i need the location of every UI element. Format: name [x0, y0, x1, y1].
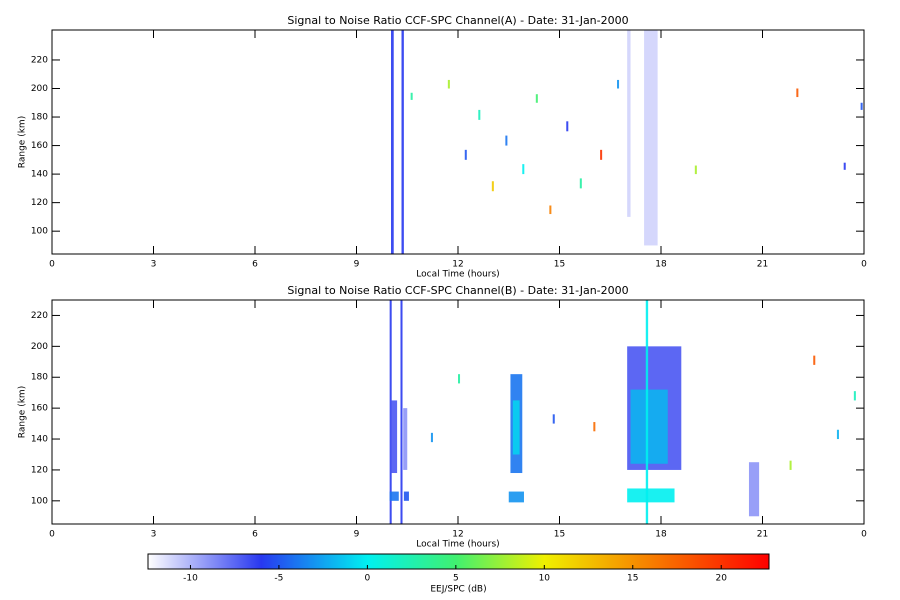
x-tick-label: 0 — [861, 260, 867, 270]
y-tick-label: 140 — [31, 170, 48, 180]
x-tick-label: 15 — [554, 260, 565, 270]
x-tick-label: 18 — [655, 530, 667, 540]
y-tick-label: 180 — [31, 113, 48, 123]
echo — [627, 488, 675, 503]
x-tick-label: 3 — [151, 260, 157, 270]
x-tick-label: 21 — [757, 260, 768, 270]
x-axis-label: Local Time (hours) — [416, 270, 499, 280]
echo — [617, 79, 620, 89]
colorbar-tick-label: 5 — [453, 574, 459, 584]
y-tick-label: 200 — [31, 84, 48, 94]
y-tick-label: 100 — [31, 227, 48, 237]
x-tick-label: 0 — [861, 530, 867, 540]
x-tick-label: 18 — [655, 260, 667, 270]
echo — [552, 414, 555, 424]
colorbar-tick-label: 0 — [365, 574, 371, 584]
plot-frame — [51, 29, 865, 255]
x-tick-label: 0 — [49, 530, 55, 540]
y-tick-label: 200 — [31, 342, 48, 352]
x-tick-label: 21 — [757, 530, 768, 540]
echo — [464, 149, 467, 160]
echo — [593, 422, 596, 432]
x-tick-label: 6 — [252, 260, 258, 270]
echo — [403, 408, 408, 470]
echo — [401, 30, 404, 254]
echo — [458, 374, 461, 384]
echo — [748, 462, 760, 517]
echo — [390, 400, 398, 474]
x-axis-label: Local Time (hours) — [416, 540, 499, 550]
echo — [644, 30, 658, 246]
echo — [579, 178, 582, 189]
x-tick-label: 0 — [49, 260, 55, 270]
x-tick-label: 3 — [151, 530, 157, 540]
y-tick-label: 160 — [31, 404, 48, 414]
chart-title: Signal to Noise Ratio CCF-SPC Channel(A)… — [287, 14, 628, 27]
x-tick-label: 6 — [252, 530, 258, 540]
y-axis-label: Range (km) — [18, 386, 28, 438]
colorbar-tick-label: -10 — [183, 574, 198, 584]
echo — [853, 391, 856, 401]
echo — [813, 355, 816, 365]
y-tick-label: 220 — [31, 311, 48, 321]
colorbar-tick-label: 15 — [627, 574, 638, 584]
echo — [400, 300, 403, 524]
echo — [389, 491, 399, 501]
x-tick-label: 9 — [354, 260, 360, 270]
colorbar-label: EEJ/SPC (dB) — [430, 585, 486, 595]
echo — [430, 432, 433, 443]
y-tick-label: 120 — [31, 198, 48, 208]
echo — [410, 92, 413, 100]
colorbar-tick-label: 20 — [716, 574, 728, 584]
colorbar-tick-label: 10 — [539, 574, 551, 584]
echo — [836, 429, 839, 440]
echo — [600, 149, 603, 160]
echo — [505, 135, 508, 146]
colorbar — [147, 553, 770, 570]
x-tick-label: 12 — [452, 260, 463, 270]
echo — [512, 400, 520, 455]
chart-title: Signal to Noise Ratio CCF-SPC Channel(B)… — [287, 284, 628, 297]
echo — [447, 79, 450, 89]
y-tick-label: 120 — [31, 465, 48, 475]
echo — [522, 164, 525, 175]
echo — [508, 491, 524, 503]
echo — [789, 460, 792, 470]
echo — [478, 109, 481, 120]
echo — [630, 389, 668, 464]
y-tick-label: 140 — [31, 435, 48, 445]
x-tick-label: 12 — [452, 530, 463, 540]
echo — [627, 30, 631, 217]
echo — [535, 94, 538, 103]
echo — [391, 30, 394, 254]
echo — [843, 162, 846, 170]
echo — [645, 300, 649, 524]
echo — [694, 165, 697, 175]
echo — [549, 205, 552, 215]
x-tick-label: 9 — [354, 530, 360, 540]
plot-frame — [51, 299, 865, 525]
echo — [403, 491, 409, 501]
colorbar-tick-label: -5 — [274, 574, 283, 584]
y-tick-label: 100 — [31, 496, 48, 506]
echo — [796, 88, 799, 98]
y-axis-label: Range (km) — [18, 116, 28, 168]
y-tick-label: 220 — [31, 55, 48, 65]
echo — [566, 121, 569, 132]
y-tick-label: 180 — [31, 373, 48, 383]
echo — [860, 102, 863, 110]
echo — [491, 181, 494, 192]
x-tick-label: 15 — [554, 530, 565, 540]
y-tick-label: 160 — [31, 141, 48, 151]
